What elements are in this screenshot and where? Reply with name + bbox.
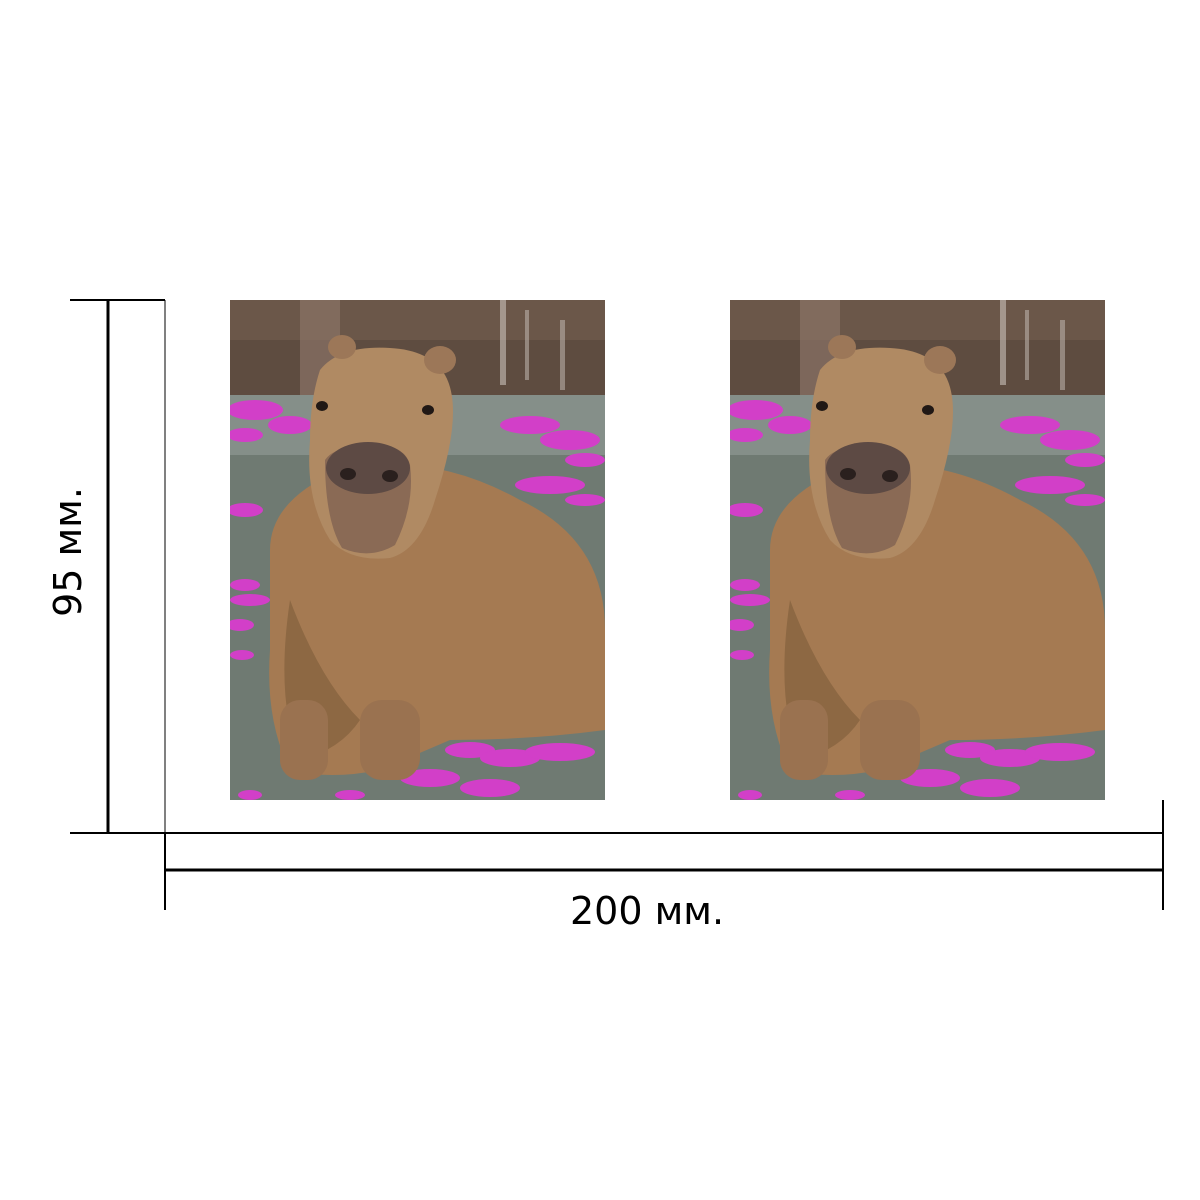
- capybara-illustration: [230, 300, 605, 800]
- height-dimension-label: 95 мм.: [46, 487, 90, 617]
- width-dimension-label: 200 мм.: [570, 889, 725, 933]
- capybara-photo-left: [230, 300, 605, 800]
- capybara-illustration: [730, 300, 1105, 800]
- capybara-photo-right: [730, 300, 1105, 800]
